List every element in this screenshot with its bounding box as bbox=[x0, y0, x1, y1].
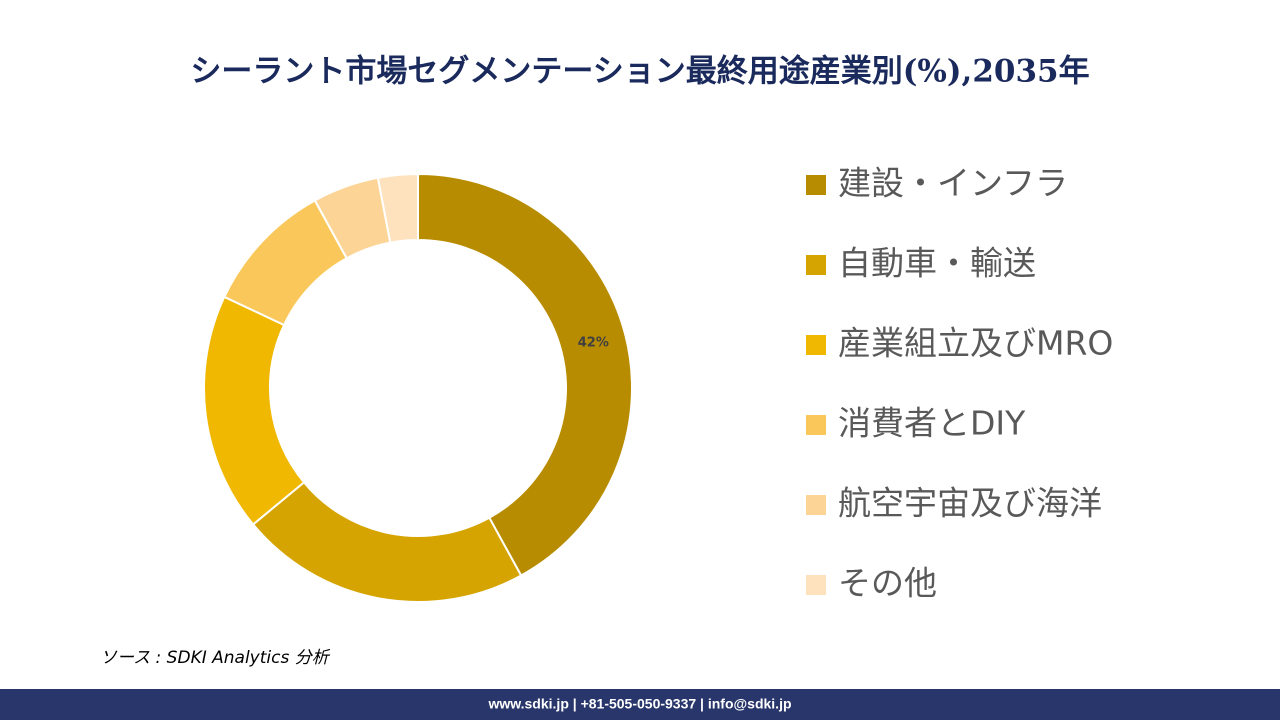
legend-swatch bbox=[806, 175, 826, 195]
legend-label: 産業組立及びMRO bbox=[838, 324, 1113, 363]
legend-swatch bbox=[806, 415, 826, 435]
legend-swatch bbox=[806, 255, 826, 275]
source-note: ソース : SDKI Analytics 分析 bbox=[100, 648, 331, 668]
legend-label: 建設・インフラ bbox=[838, 164, 1068, 203]
legend-label: 消費者とDIY bbox=[838, 404, 1026, 443]
footer-text: www.sdki.jp | +81-505-050-9337 | info@sd… bbox=[487, 696, 791, 712]
donut-segment bbox=[251, 480, 523, 603]
chart-title: シーラント市場セグメンテーション最終用途産業別(%),2035年 bbox=[190, 54, 1089, 90]
legend-swatch bbox=[806, 575, 826, 595]
legend-swatch bbox=[806, 495, 826, 515]
legend-label: その他 bbox=[838, 564, 937, 603]
donut-segment bbox=[376, 172, 419, 244]
legend-label: 航空宇宙及び海洋 bbox=[838, 484, 1102, 523]
data-label: 42% bbox=[578, 335, 609, 350]
donut-segment bbox=[203, 295, 306, 526]
footer-bar bbox=[0, 689, 1280, 720]
donut-segment bbox=[417, 172, 633, 577]
legend-label: 自動車・輸送 bbox=[838, 244, 1036, 283]
legend-swatch bbox=[806, 335, 826, 355]
